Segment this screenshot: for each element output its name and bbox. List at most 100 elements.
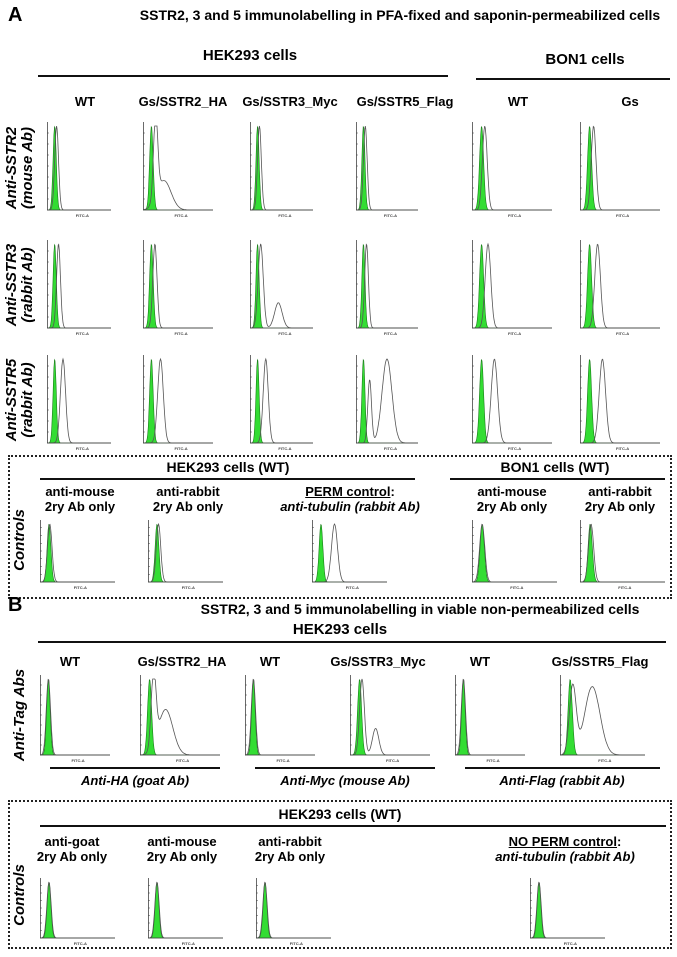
controls-a-bon-header: BON1 cells (WT) [500, 459, 610, 475]
controls-box-a [8, 455, 672, 599]
panel-b-hek-header: HEK293 cells [292, 621, 388, 638]
column-label: WT [507, 94, 529, 109]
column-label: WT [74, 94, 96, 109]
x-axis-label: FITC-A [175, 446, 188, 451]
column-label: WT [59, 654, 81, 669]
divider [255, 767, 435, 769]
control-histogram [250, 125, 313, 211]
x-axis-label: FITC-A [277, 758, 290, 763]
x-axis-label: FITC-A [564, 941, 577, 946]
panel-b-title: SSTR2, 3 and 5 immunolabelling in viable… [200, 601, 640, 617]
column-label: Gs/SSTR2_HA [137, 654, 227, 669]
control-histogram [148, 523, 223, 583]
flow-histogram: FITC-A [47, 122, 111, 220]
flow-histogram: FITC-A [39, 675, 110, 765]
flow-histogram: FITC-A [580, 355, 660, 453]
column-label: Gs/SSTR5_Flag [356, 94, 454, 109]
x-axis-label: FITC-A [176, 758, 189, 763]
panel-a-letter: A [8, 4, 23, 26]
control-histogram [47, 125, 111, 211]
row-label: Anti-SSTR5 (rabbit Ab) [3, 358, 36, 442]
x-axis-label: FITC-A [76, 331, 89, 336]
controls-a-hek-header: HEK293 cells (WT) [166, 459, 290, 475]
panel-a-title: SSTR2, 3 and 5 immunolabelling in PFA-fi… [139, 7, 661, 23]
flow-histogram: FITC-A [148, 878, 223, 948]
control-histogram [472, 243, 552, 329]
flow-histogram: FITC-A [350, 675, 430, 765]
flow-histogram: FITC-A [356, 240, 418, 338]
control-label: NO PERM control: anti-tubulin (rabbit Ab) [495, 834, 635, 864]
flow-histogram: FITC-A [244, 675, 315, 765]
divider [38, 75, 448, 77]
flow-histogram: FITC-A [580, 520, 665, 592]
control-label: anti-rabbit 2ry Ab only [584, 484, 656, 514]
x-axis-label: FITC-A [384, 446, 397, 451]
column-label: Gs/SSTR3_Myc [242, 94, 338, 109]
x-axis-label: FITC-A [508, 213, 521, 218]
x-axis-label: FITC-A [72, 758, 85, 763]
control-label: anti-rabbit 2ry Ab only [152, 484, 224, 514]
row-label: Controls [11, 509, 28, 571]
x-axis-label: FITC-A [76, 446, 89, 451]
panel-a-hek-header: HEK293 cells [202, 47, 298, 64]
row-label: Anti-SSTR3 (rabbit Ab) [3, 243, 36, 327]
divider [40, 825, 666, 827]
control-histogram [472, 523, 557, 583]
x-axis-label: FITC-A [74, 585, 87, 590]
column-label: WT [469, 654, 491, 669]
x-axis-label: FITC-A [384, 331, 397, 336]
control-histogram [356, 358, 418, 444]
flow-histogram: FITC-A [312, 520, 387, 592]
control-histogram [245, 678, 315, 756]
column-label: Gs/SSTR5_Flag [551, 654, 649, 669]
flow-histogram: FITC-A [530, 878, 605, 948]
flow-histogram: FITC-A [40, 520, 115, 592]
x-axis-label: FITC-A [508, 446, 521, 451]
control-histogram [356, 125, 418, 211]
control-histogram [580, 358, 660, 444]
x-axis-label: FITC-A [616, 446, 629, 451]
panel-b-letter: B [8, 594, 23, 616]
flow-histogram: FITC-A [560, 675, 645, 765]
flow-histogram: FITC-A [47, 355, 111, 453]
flow-histogram: FITC-A [454, 675, 525, 765]
controls-b-hek-header: HEK293 cells (WT) [278, 806, 402, 822]
control-histogram [47, 358, 111, 444]
divider [476, 78, 670, 80]
control-label: anti-mouse 2ry Ab only [476, 484, 548, 514]
antibody-label: Anti-HA (goat Ab) [80, 773, 190, 788]
flow-histogram: FITC-A [356, 122, 418, 220]
flow-histogram: FITC-A [148, 520, 223, 592]
x-axis-label: FITC-A [278, 213, 291, 218]
x-axis-label: FITC-A [487, 758, 500, 763]
flow-histogram: FITC-A [472, 355, 552, 453]
divider [465, 767, 660, 769]
control-histogram [455, 678, 525, 756]
control-histogram [143, 358, 213, 444]
x-axis-label: FITC-A [278, 331, 291, 336]
x-axis-label: FITC-A [182, 585, 195, 590]
control-histogram [40, 678, 110, 756]
x-axis-label: FITC-A [598, 758, 611, 763]
control-histogram [350, 678, 430, 756]
row-label: Anti-Tag Abs [11, 668, 28, 762]
row-label: Controls [11, 864, 28, 926]
x-axis-label: FITC-A [175, 331, 188, 336]
panel-a-bon-header: BON1 cells [545, 51, 625, 68]
flow-histogram: FITC-A [580, 240, 660, 338]
x-axis-label: FITC-A [175, 213, 188, 218]
column-label: Gs/SSTR3_Myc [330, 654, 426, 669]
x-axis-label: FITC-A [616, 331, 629, 336]
x-axis-label: FITC-A [74, 941, 87, 946]
control-histogram [250, 358, 313, 444]
control-histogram [143, 125, 213, 211]
x-axis-label: FITC-A [618, 585, 631, 590]
control-histogram [312, 523, 387, 583]
flow-histogram: FITC-A [40, 878, 115, 948]
control-label: anti-rabbit 2ry Ab only [254, 834, 326, 864]
column-label: Gs/SSTR2_HA [138, 94, 228, 109]
flow-histogram: FITC-A [143, 355, 213, 453]
control-label: PERM control: anti-tubulin (rabbit Ab) [280, 484, 420, 514]
control-label: anti-mouse 2ry Ab only [146, 834, 218, 864]
